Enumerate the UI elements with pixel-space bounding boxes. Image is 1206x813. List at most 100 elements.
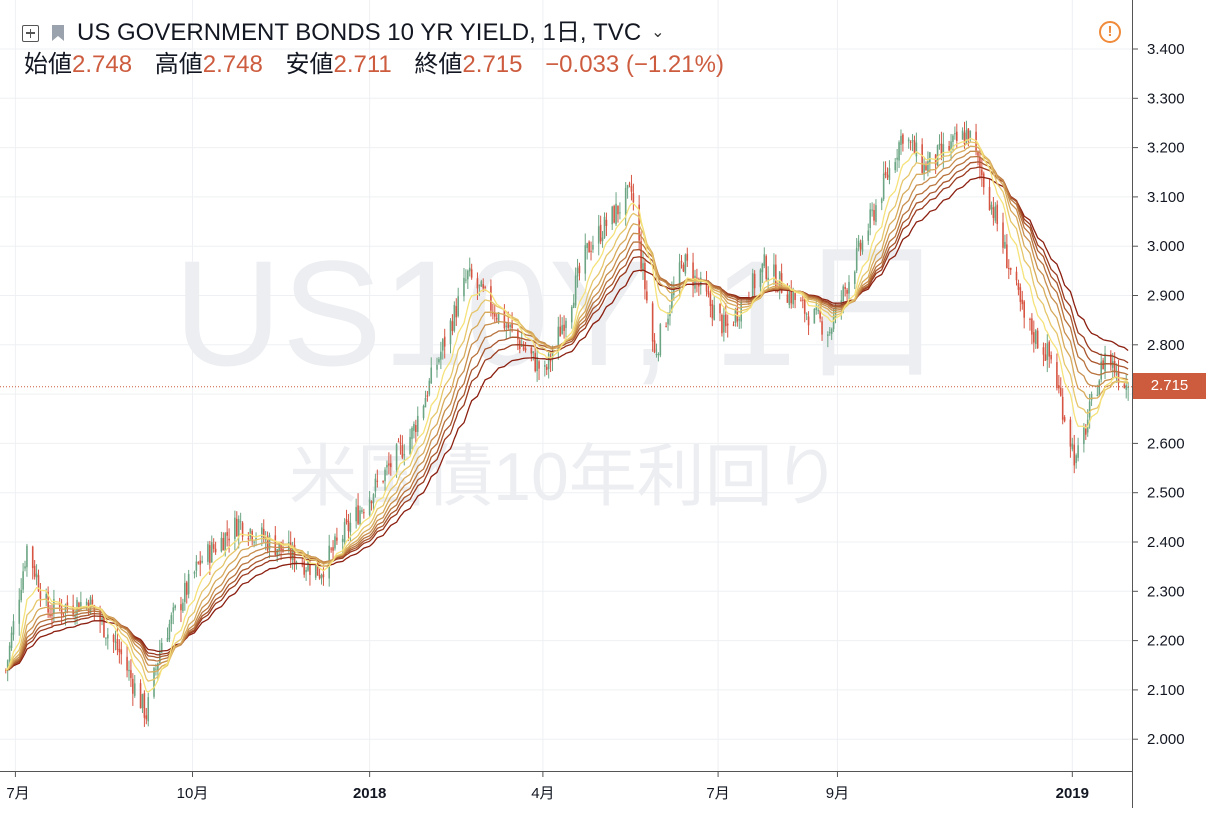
candle-body xyxy=(942,144,945,156)
candle-body xyxy=(18,599,21,624)
candle-body xyxy=(638,204,640,241)
candle-body xyxy=(253,541,255,543)
candle-body xyxy=(853,271,856,284)
candle-body xyxy=(805,313,808,315)
candle-body xyxy=(1083,427,1085,445)
symbol-title[interactable]: US GOVERNMENT BONDS 10 YR YIELD, 1日, TVC xyxy=(77,19,642,46)
candle-body xyxy=(112,635,115,642)
x-tick-label: 7月 xyxy=(706,785,729,802)
candle-body xyxy=(195,561,198,571)
ohlc-legend: 始値2.748 高値2.748 安値2.711 終値2.715 −0.033 (… xyxy=(24,50,724,80)
candle-body xyxy=(180,604,182,611)
time-axis[interactable]: 7月 10月 2018 4月 7月 9月 2019 xyxy=(0,771,1132,808)
x-tick-label: 9月 xyxy=(826,785,849,802)
candle-body xyxy=(807,316,810,326)
candle-body xyxy=(626,185,629,189)
candle-body xyxy=(465,279,467,281)
candle-body xyxy=(239,521,242,523)
candle-body xyxy=(1019,287,1022,302)
candle-body xyxy=(751,273,754,301)
candle-body xyxy=(26,545,28,568)
candle-body xyxy=(557,326,560,351)
candle-body xyxy=(361,510,363,512)
candle-body xyxy=(911,140,914,142)
candle-body xyxy=(451,321,454,332)
candle-body xyxy=(913,140,916,154)
price-axis[interactable]: 3.4003.3003.2003.1003.0002.9002.8002.700… xyxy=(1132,0,1206,808)
ma-line xyxy=(5,145,1129,673)
y-tick-label: 2.900 xyxy=(1147,288,1185,305)
candle-body xyxy=(994,206,997,221)
candle-body xyxy=(952,135,954,142)
candle-body xyxy=(698,283,700,287)
flag-icon[interactable] xyxy=(51,24,65,42)
y-tick-label: 2.600 xyxy=(1147,435,1185,452)
candle-body xyxy=(449,320,452,345)
candle-body xyxy=(278,542,280,551)
candle-body xyxy=(699,277,702,286)
candle-body xyxy=(613,206,615,223)
candle-body xyxy=(255,537,257,540)
candle-body xyxy=(463,277,465,297)
candle-body xyxy=(226,532,228,536)
candle-body xyxy=(103,615,105,638)
candle-body xyxy=(923,163,925,175)
candle-body xyxy=(888,168,891,181)
candle-body xyxy=(584,245,587,274)
candle-body xyxy=(1044,354,1047,361)
ma-line xyxy=(5,166,1129,672)
candle-body xyxy=(1127,386,1129,388)
candle-body xyxy=(867,230,870,241)
candle-body xyxy=(343,522,346,542)
candle-body xyxy=(855,247,858,271)
candle-body xyxy=(6,660,9,671)
candle-body xyxy=(438,359,440,363)
candle-body xyxy=(376,480,379,482)
candle-body xyxy=(832,315,835,329)
candle-body xyxy=(10,632,13,649)
candle-body xyxy=(907,139,910,142)
candle-body xyxy=(927,161,929,173)
candle-body xyxy=(1029,318,1031,320)
candle-body xyxy=(1009,267,1012,271)
candle-body xyxy=(370,501,373,504)
candle-body xyxy=(363,512,365,514)
candle-body xyxy=(467,270,469,280)
candle-body xyxy=(632,193,635,203)
candle-body xyxy=(132,678,134,694)
candle-body xyxy=(977,151,979,156)
candle-body xyxy=(721,314,723,334)
candle-body xyxy=(753,273,756,289)
candle-body xyxy=(355,507,357,522)
candle-body xyxy=(424,397,427,408)
ma-ribbon xyxy=(5,137,1129,693)
y-tick-label: 2.200 xyxy=(1147,633,1185,650)
candle-body xyxy=(1098,380,1101,396)
candle-body xyxy=(680,260,683,263)
candle-body xyxy=(403,454,406,456)
chevron-down-icon[interactable]: ⌄ xyxy=(651,24,665,41)
candle-body xyxy=(428,380,431,395)
candle-body xyxy=(368,499,371,515)
candle-body xyxy=(705,280,708,292)
candle-body xyxy=(948,145,950,151)
candle-body xyxy=(141,694,144,709)
candle-body xyxy=(740,302,742,322)
candle-body xyxy=(707,291,710,295)
candle-body xyxy=(611,206,614,225)
candle-body xyxy=(801,299,804,301)
candle-body xyxy=(1036,330,1039,349)
x-tick-label: 7月 xyxy=(6,785,29,802)
candle-body xyxy=(884,171,887,175)
candle-body xyxy=(185,582,188,595)
candle-body xyxy=(563,324,565,331)
candle-body xyxy=(686,253,689,261)
exclamation-circle-icon[interactable]: ! xyxy=(1099,21,1121,43)
low-value: 2.711 xyxy=(333,51,392,78)
candle-body xyxy=(495,318,498,320)
candle-body xyxy=(320,574,323,579)
candle-body xyxy=(314,565,317,578)
plus-square-icon[interactable] xyxy=(22,24,39,42)
